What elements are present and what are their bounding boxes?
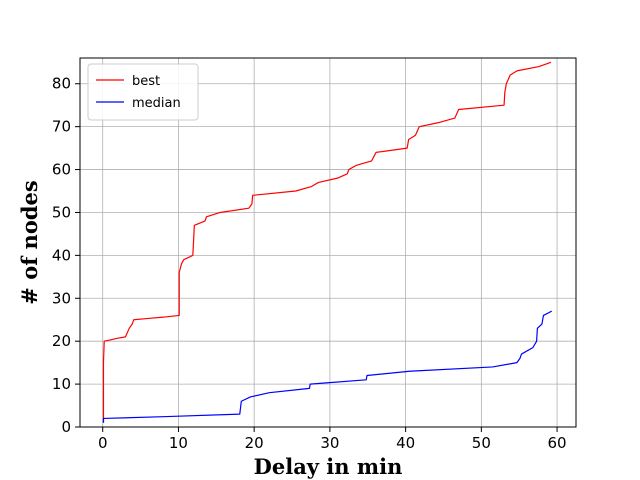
y-tick-label: 60 (52, 161, 71, 179)
y-tick-label: 50 (52, 203, 71, 221)
y-axis-title: # of nodes (17, 180, 42, 304)
x-axis-title: Delay in min (254, 454, 403, 479)
y-tick-label: 30 (52, 289, 71, 307)
x-tick-label: 40 (396, 434, 415, 452)
y-tick-label: 0 (61, 418, 71, 436)
legend-label-median: median (132, 96, 181, 111)
x-tick-label: 10 (169, 434, 188, 452)
y-tick-label: 40 (52, 246, 71, 264)
legend-label-best: best (132, 74, 160, 89)
series-lines (102, 61, 553, 423)
x-tick-label: 50 (472, 434, 491, 452)
legend-box (87, 63, 199, 121)
grid-lines (80, 58, 576, 428)
axis-ticks: 0 10 20 30 40 50 60 0 10 20 30 40 50 60 70 80 (52, 75, 567, 452)
y-tick-label: 20 (52, 332, 71, 350)
y-tick-label: 80 (52, 75, 71, 93)
plot-frame (79, 57, 577, 428)
series-line-median (102, 310, 553, 423)
x-tick-label: 30 (320, 434, 339, 452)
series-line-best (102, 61, 552, 423)
x-tick-label: 20 (245, 434, 264, 452)
x-tick-label: 60 (548, 434, 567, 452)
x-tick-label: 0 (98, 434, 108, 452)
y-tick-label: 70 (52, 118, 71, 136)
y-tick-label: 10 (52, 375, 71, 393)
legend: best median (87, 63, 199, 121)
